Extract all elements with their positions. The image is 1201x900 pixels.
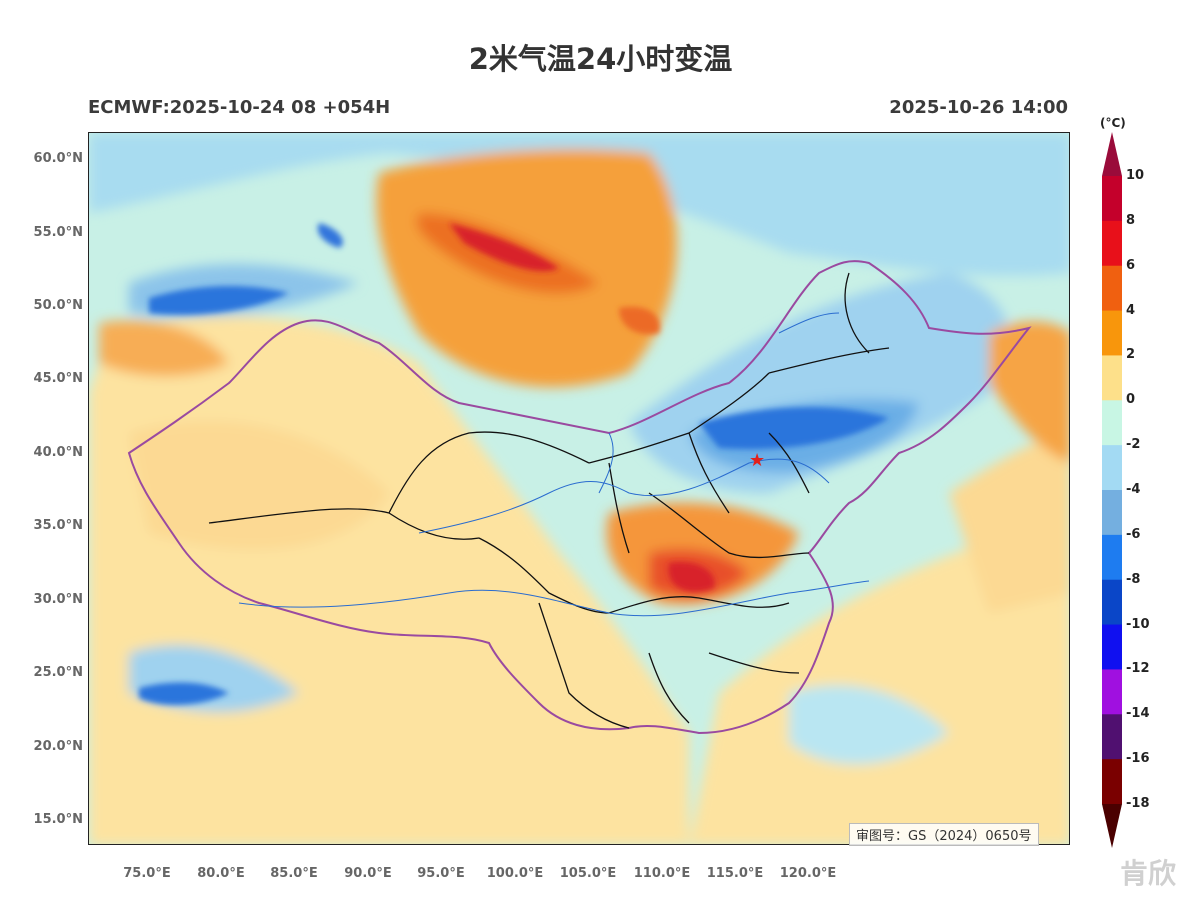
colorbar-tick-label: 10 [1126,168,1145,183]
colorbar-tick-label: -2 [1126,437,1141,453]
lat-label: 40.0°N [33,445,83,460]
lat-label: 50.0°N [33,298,83,313]
lon-label: 80.0°E [197,866,245,881]
colorbar-bin [1102,490,1122,536]
model-run-label: ECMWF:2025-10-24 08 +054H [88,97,391,118]
temperature-change-map: ★ [88,132,1070,845]
colorbar-bin [1102,579,1122,626]
lat-label: 45.0°N [33,371,83,386]
colorbar-unit: (°C) [1100,116,1126,130]
colorbar-bin [1102,310,1122,356]
colorbar-bottom-arrow [1102,804,1122,848]
colorbar-bin [1102,265,1122,312]
colorbar-tick-label: -10 [1126,616,1150,632]
lon-label: 85.0°E [270,866,318,881]
warming-hotspots [449,223,715,592]
colorbar-bin [1102,714,1122,760]
lon-label: 105.0°E [559,866,617,881]
lat-label: 25.0°N [33,665,83,680]
colorbar-tick-label: -8 [1126,571,1141,587]
country-boundary [127,260,1032,735]
colorbar-tick-label: -12 [1126,661,1150,677]
colorbar-bin [1102,534,1122,581]
lon-label: 100.0°E [486,866,544,881]
lat-label: 60.0°N [33,151,83,166]
colorbar-tick-label: 8 [1126,212,1136,228]
colorbar-bin [1102,624,1122,670]
lat-label: 20.0°N [33,739,83,754]
colorbar-tick-label: -14 [1126,706,1150,722]
colorbar-top-arrow [1102,132,1122,176]
watermark: 肯欣 [1120,857,1177,890]
colorbar-tick-label: 6 [1126,257,1136,273]
rivers [238,312,870,617]
colorbar-tick-label: 2 [1126,347,1136,363]
capital-star-icon: ★ [749,450,765,471]
colorbar-tick-label: -4 [1126,482,1141,497]
lon-label: 115.0°E [706,866,764,881]
colorbar-bin [1102,176,1122,222]
lat-label: 55.0°N [33,225,83,240]
colorbar-tick-label: 4 [1126,302,1136,318]
colorbar-tick-label: 0 [1126,392,1136,408]
lon-label: 110.0°E [633,866,691,881]
colorbar-bin [1102,759,1122,805]
map-canvas: ★ [89,133,1069,844]
lon-label: 120.0°E [779,866,837,881]
colorbar-tick-label: -18 [1126,796,1150,811]
colorbar-tick-label: -16 [1126,751,1150,767]
colorbar-bin [1102,445,1122,491]
colorbar-tick-label: -6 [1126,526,1141,542]
colorbar [1102,132,1122,848]
lon-label: 95.0°E [417,866,465,881]
cooling-patches [139,223,889,705]
valid-time-label: 2025-10-26 14:00 [889,97,1068,118]
colorbar-bin [1102,355,1122,401]
lon-label: 90.0°E [344,866,392,881]
map-review-number: 审图号：GS（2024）0650号 [849,823,1039,846]
colorbar-bin [1102,400,1122,446]
colorbar-bin [1102,669,1122,715]
chart-title: 2米气温24小时变温 [468,42,733,76]
lat-label: 30.0°N [33,592,83,607]
lat-label: 15.0°N [33,812,83,827]
lon-label: 75.0°E [123,866,171,881]
lat-label: 35.0°N [33,518,83,533]
province-boundaries [208,272,890,729]
colorbar-bin [1102,220,1122,267]
